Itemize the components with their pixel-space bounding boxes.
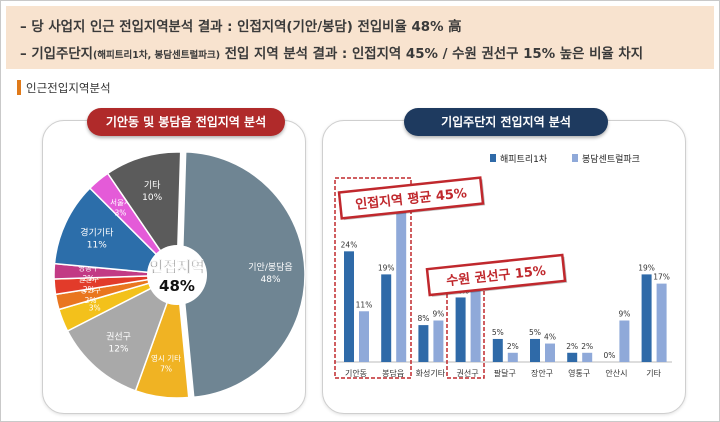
pie-panel bbox=[42, 120, 306, 414]
summary-line-2-b: 전입 지역 분석 결과 : 인접지역 45% / 수원 권선구 15% 높은 비… bbox=[220, 47, 644, 62]
bar-chart-title: 기입주단지 전입지역 분석 bbox=[404, 108, 608, 136]
summary-line-1: – 당 사업지 인근 전입지역분석 결과 : 인접지역(기안/봉담) 전입비율 … bbox=[20, 20, 462, 35]
summary-line-2-small: (해피트리1차, 봉담센트럴파크) bbox=[92, 50, 221, 61]
section-marker bbox=[17, 80, 21, 95]
bar-panel bbox=[322, 120, 686, 414]
summary-line-2: – 기입주단지(해피트리1차, 봉담센트럴파크) 전입 지역 분석 결과 : 인… bbox=[20, 42, 643, 62]
pie-chart-title: 기안동 및 봉담읍 전입지역 분석 bbox=[87, 108, 285, 136]
section-title: 인근전입지역분석 bbox=[26, 81, 111, 95]
summary-banner: – 당 사업지 인근 전입지역분석 결과 : 인접지역(기안/봉담) 전입비율 … bbox=[6, 6, 714, 69]
summary-line-2-a: – 기입주단지 bbox=[20, 47, 93, 62]
